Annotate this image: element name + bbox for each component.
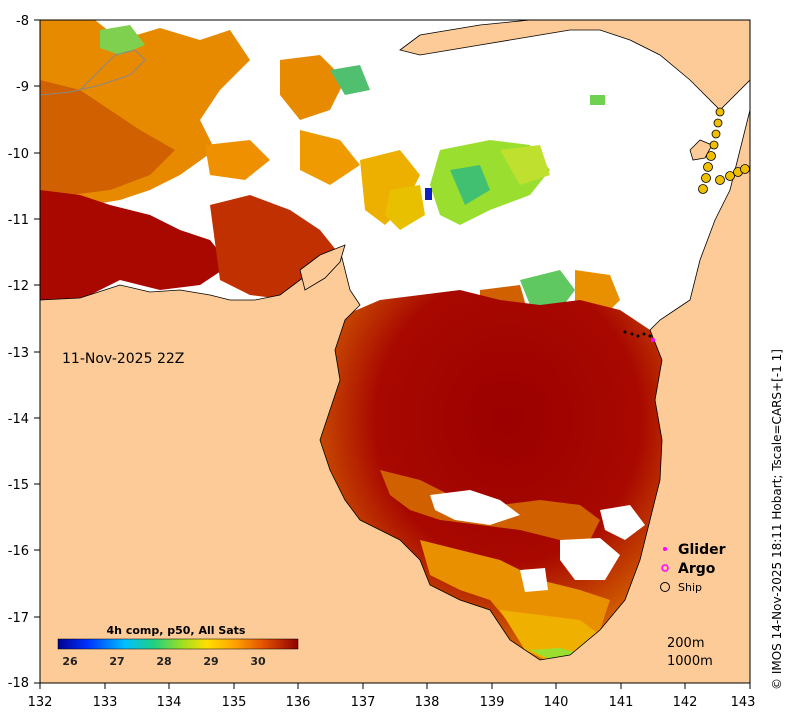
x-tick: 134 xyxy=(157,695,182,710)
y-tick: -14 xyxy=(8,412,29,427)
x-tick: 136 xyxy=(286,695,311,710)
y-tick: -17 xyxy=(8,611,29,626)
argo-label: Argo xyxy=(678,561,716,577)
x-tick: 140 xyxy=(544,695,569,710)
ship-label: Ship xyxy=(678,581,702,594)
y-tick: -15 xyxy=(8,478,29,493)
land-arnhem xyxy=(40,109,750,683)
sst-nw-patches xyxy=(40,20,370,300)
contour-200m-label: 200m xyxy=(667,636,704,651)
argo-marker xyxy=(661,564,669,572)
y-tick: -8 xyxy=(16,14,29,29)
colorbar-tick: 28 xyxy=(156,655,171,668)
colorbar: 4h comp, p50, All Sats 26 27 28 29 30 xyxy=(57,624,299,668)
y-tick: -12 xyxy=(8,279,29,294)
y-tick: -10 xyxy=(8,147,29,162)
colorbar-tick: 29 xyxy=(203,655,218,668)
y-tick: -18 xyxy=(8,676,29,691)
colorbar-tick: 27 xyxy=(109,655,124,668)
colorbar-tick: 30 xyxy=(250,655,266,668)
x-tick: 139 xyxy=(480,695,505,710)
ship-track xyxy=(698,107,750,194)
y-tick: -13 xyxy=(8,346,29,361)
colorbar-title: 4h comp, p50, All Sats xyxy=(107,624,246,637)
glider-label: Glider xyxy=(678,542,726,558)
y-tick-labels: -8 -9 -10 -11 -12 -13 -14 -15 -16 -17 -1… xyxy=(8,14,29,691)
y-tick: -16 xyxy=(8,544,29,559)
obs-points xyxy=(623,330,655,342)
contour-1000m-label: 1000m xyxy=(667,654,713,669)
x-tick: 138 xyxy=(415,695,440,710)
land-new-guinea xyxy=(399,20,750,111)
x-tick: 142 xyxy=(673,695,698,710)
obs-legend: Glider Argo Ship xyxy=(660,542,726,594)
ship-marker xyxy=(660,582,670,592)
x-tick: 132 xyxy=(28,695,53,710)
y-tick: -9 xyxy=(16,80,29,95)
colorbar-ramp xyxy=(57,638,299,650)
axis-ticks xyxy=(34,19,751,689)
y-tick: -11 xyxy=(8,213,29,228)
copyright-text: © IMOS 14-Nov-2025 18:11 Hobart; Tscale=… xyxy=(770,349,784,690)
contour-line xyxy=(40,49,146,96)
x-tick: 143 xyxy=(731,695,756,710)
x-tick: 135 xyxy=(222,695,247,710)
x-tick: 137 xyxy=(351,695,376,710)
timestamp-label: 11-Nov-2025 22Z xyxy=(62,351,184,367)
x-tick: 133 xyxy=(93,695,118,710)
land xyxy=(40,20,750,683)
x-tick-labels: 132 133 134 135 136 137 138 139 140 141 … xyxy=(28,695,756,710)
colorbar-tick: 26 xyxy=(62,655,78,668)
land-groote xyxy=(299,244,346,291)
glider-marker xyxy=(663,547,667,551)
x-tick: 141 xyxy=(609,695,634,710)
